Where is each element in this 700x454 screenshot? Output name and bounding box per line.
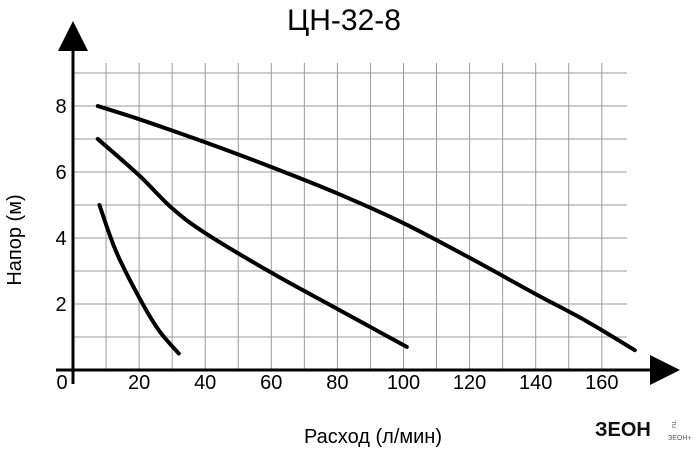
chart-title: ЦН-32-8	[287, 4, 401, 37]
zeon-logo: ЗЕОН ru. ЗЕОН+	[595, 419, 692, 442]
x-tick-label: 140	[519, 372, 552, 394]
x-tick-label: 120	[453, 372, 486, 394]
y-tick-label: 4	[55, 228, 66, 250]
x-tick-label: 160	[585, 372, 618, 394]
x-tick-label: 80	[326, 372, 348, 394]
tick-labels: 20 40 60 80 100 120 140 160 2 4 6 8	[55, 96, 618, 394]
y-axis-label: Напор (м)	[4, 194, 26, 285]
x-axis-label: Расход (л/мин)	[304, 426, 442, 448]
x-tick-label: 60	[260, 372, 282, 394]
logo-text: ЗЕОН	[595, 419, 651, 441]
x-tick-label: 20	[128, 372, 150, 394]
origin-label: 0	[56, 372, 67, 394]
series-line-2	[95, 137, 409, 349]
y-tick-label: 2	[55, 294, 66, 316]
grid	[73, 63, 627, 370]
x-tick-label: 100	[387, 372, 420, 394]
curves	[95, 104, 637, 356]
logo-tag: ЗЕОН+	[668, 435, 692, 442]
axes	[56, 21, 680, 385]
x-tick-label: 40	[194, 372, 216, 394]
series-line-3	[97, 203, 181, 356]
series-line-1	[95, 104, 637, 353]
logo-domain: ru.	[671, 420, 678, 428]
y-tick-label: 6	[55, 162, 66, 184]
y-tick-label: 8	[55, 96, 66, 118]
